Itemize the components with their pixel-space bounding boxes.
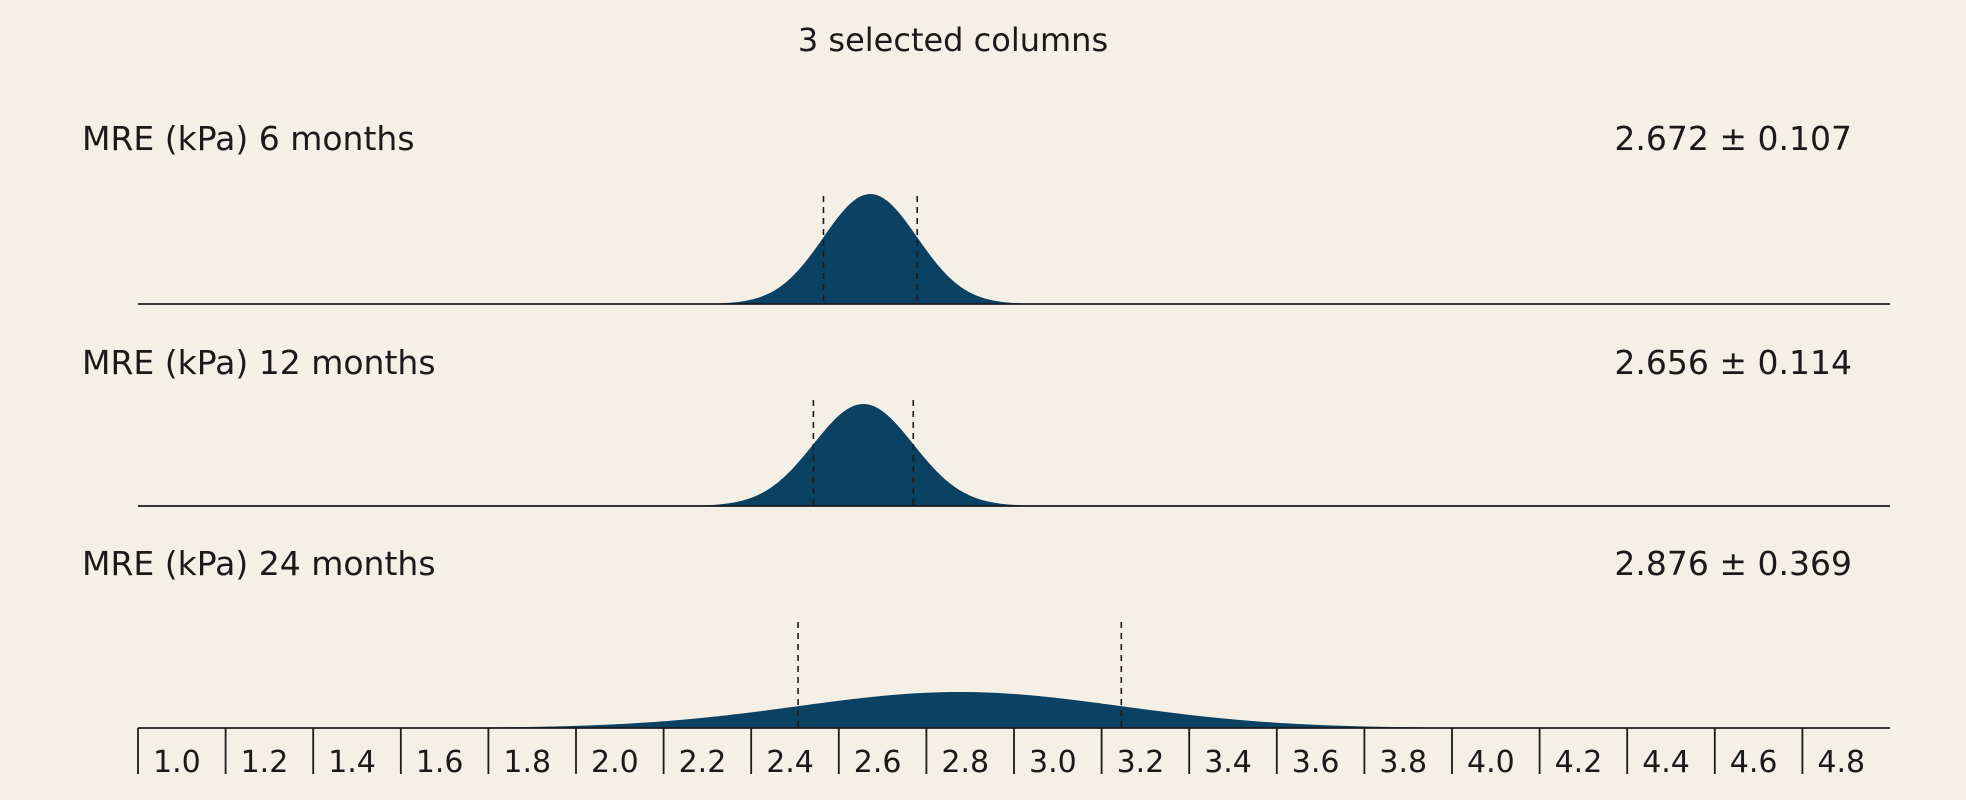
series-stat-label: 2.672 ± 0.107 <box>1614 119 1852 158</box>
x-tick-label: 2.0 <box>591 745 639 780</box>
x-tick-label: 4.0 <box>1467 745 1515 780</box>
series-panel-2: MRE (kPa) 12 months 2.656 ± 0.114 <box>82 343 1890 507</box>
series-panel-1: MRE (kPa) 6 months 2.672 ± 0.107 <box>82 119 1890 305</box>
x-tick-label: 3.2 <box>1117 745 1165 780</box>
x-tick-label: 3.0 <box>1029 745 1077 780</box>
x-tick-label: 2.4 <box>766 745 814 780</box>
x-tick-label: 2.2 <box>679 745 727 780</box>
series-name: MRE (kPa) 12 months <box>82 343 436 382</box>
chart-title: 3 selected columns <box>798 21 1108 59</box>
x-tick-label: 3.6 <box>1292 745 1340 780</box>
density-curve <box>138 404 1890 506</box>
series-panel-3: MRE (kPa) 24 months 2.876 ± 0.369 <box>82 544 1890 729</box>
x-tick-label: 2.6 <box>854 745 902 780</box>
series-stat-label: 2.656 ± 0.114 <box>1614 343 1852 382</box>
x-tick-label: 3.4 <box>1204 745 1252 780</box>
series-name: MRE (kPa) 6 months <box>82 119 415 158</box>
x-axis: 1.0 1.2 1.4 1.6 1.8 2.0 2.2 2.4 2.6 2.8 3.0 3.2 3.4 3… <box>137 728 1865 780</box>
density-curve <box>138 194 1890 304</box>
x-tick-label: 1.8 <box>503 745 551 780</box>
series-name: MRE (kPa) 24 months <box>82 544 436 583</box>
x-tick-label: 1.2 <box>241 745 289 780</box>
x-tick-label: 3.8 <box>1379 745 1427 780</box>
x-tick-label: 1.0 <box>153 745 201 780</box>
x-tick-label: 1.6 <box>416 745 464 780</box>
series-stat-label: 2.876 ± 0.369 <box>1614 544 1852 583</box>
x-tick-label: 2.8 <box>941 745 989 780</box>
x-tick-label: 4.8 <box>1817 745 1865 780</box>
x-tick-label: 1.4 <box>328 745 376 780</box>
x-tick-label: 4.6 <box>1730 745 1778 780</box>
x-tick-label: 4.2 <box>1555 745 1603 780</box>
density-curve <box>138 692 1890 728</box>
x-tick-label: 4.4 <box>1642 745 1690 780</box>
